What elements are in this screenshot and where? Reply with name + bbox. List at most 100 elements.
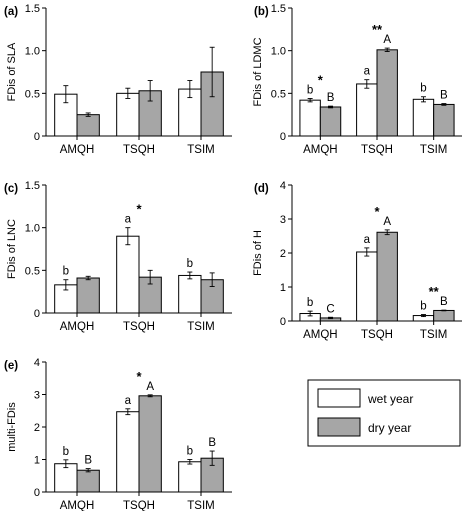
legend-swatch-wet <box>317 388 361 408</box>
panel-e: (e) 0 1 2 3 4 multi-FDis AMQH TSQH TSIM b Ba A * b B <box>4 357 232 511</box>
bar <box>356 83 378 137</box>
legend-swatch-dry <box>317 417 361 437</box>
group-letter: B <box>84 455 92 467</box>
significance-star: ** <box>429 284 440 299</box>
x-tick-label: AMQH <box>303 144 338 156</box>
group-letter: B <box>208 437 216 449</box>
y-tick-label: 1.5 <box>271 3 286 15</box>
y-tick-label: 1 <box>34 455 40 467</box>
bar <box>412 98 435 137</box>
panel-letter: (e) <box>4 360 18 372</box>
significance-star: * <box>318 72 324 87</box>
y-tick-label: 1 <box>280 282 286 294</box>
y-tick-label: 4 <box>280 180 286 192</box>
y-tick-label: 1.5 <box>25 3 40 15</box>
group-letter: b <box>63 266 69 278</box>
y-axis-label: FDis of SLA <box>6 42 18 101</box>
bar <box>76 277 100 314</box>
group-letter: b <box>187 446 193 458</box>
group-letter: a <box>125 214 132 226</box>
bar <box>356 251 378 322</box>
legend-label-wet: wet year <box>367 392 413 406</box>
y-axis-label: FDis of LNC <box>6 219 18 279</box>
y-tick-label: 0 <box>280 316 286 328</box>
y-tick-label: 3 <box>34 390 40 402</box>
bar <box>433 309 455 322</box>
group-letter: a <box>364 66 371 78</box>
x-tick-label: AMQH <box>60 321 95 333</box>
panel-letter: (b) <box>254 6 269 18</box>
x-tick-label: AMQH <box>303 329 338 341</box>
x-tick-label: TSQH <box>123 144 155 156</box>
y-tick-label: 4 <box>34 357 40 369</box>
y-tick-label: 1.5 <box>25 180 40 192</box>
group-letter: A <box>146 381 154 393</box>
significance-star: * <box>136 369 142 384</box>
group-letter: b <box>187 258 193 270</box>
x-tick-label: AMQH <box>60 500 95 511</box>
x-tick-label: TSQH <box>123 321 155 333</box>
panel-d: (d) 0 1 2 3 4 FDis of H AMQH TSQH TSIM b CaA* b B** <box>252 180 462 341</box>
bar <box>178 461 202 493</box>
panel-letter: (d) <box>254 183 269 195</box>
y-axis-label: FDis of LDMC <box>252 37 264 106</box>
group-letter: b <box>307 84 313 96</box>
bar <box>116 235 140 314</box>
y-tick-label: 2 <box>280 248 286 260</box>
y-tick-label: 0 <box>280 131 286 143</box>
bar <box>376 231 398 322</box>
x-tick-label: AMQH <box>60 144 95 156</box>
bar <box>376 49 398 137</box>
x-tick-label: TSIM <box>187 500 214 511</box>
y-tick-label: 0.5 <box>271 88 286 100</box>
y-tick-label: 2 <box>34 422 40 434</box>
group-letter: B <box>440 90 448 102</box>
significance-star: * <box>136 202 142 217</box>
y-tick-label: 0 <box>34 131 40 143</box>
y-tick-label: 1.0 <box>271 46 286 58</box>
y-tick-label: 1.0 <box>25 46 40 58</box>
legend-label-dry: dry year <box>368 421 411 435</box>
bar <box>178 274 202 314</box>
group-letter: A <box>383 34 391 46</box>
group-letter: a <box>364 234 371 246</box>
group-letter: B <box>440 296 448 308</box>
panel-a: (a) 0 0.5 1.0 1.5 FDis of SLA AMQH TSQH TSIM <box>4 3 232 156</box>
bar <box>116 411 140 493</box>
bar <box>433 103 455 137</box>
x-tick-label: TSQH <box>361 329 393 341</box>
group-letter: C <box>326 303 334 315</box>
panel-letter: (c) <box>4 183 18 195</box>
y-axis-label: FDis of H <box>252 230 264 276</box>
significance-star: * <box>374 204 380 219</box>
bar <box>138 395 162 493</box>
y-tick-label: 0.5 <box>25 88 40 100</box>
y-axis-label: multi-FDis <box>6 402 18 452</box>
legend: wet year dry year <box>307 379 461 447</box>
group-letter: b <box>420 301 426 313</box>
panel-c: (c) 0 0.5 1.0 1.5 FDis of LNC AMQH TSQH TSIM b a * b <box>4 180 232 333</box>
group-letter: B <box>327 92 335 104</box>
significance-star: ** <box>372 22 383 37</box>
x-tick-label: TSQH <box>361 144 393 156</box>
x-tick-label: TSIM <box>420 329 447 341</box>
x-tick-label: TSIM <box>420 144 447 156</box>
y-tick-label: 1.0 <box>25 223 40 235</box>
x-tick-label: TSQH <box>123 500 155 511</box>
x-tick-label: TSIM <box>187 144 214 156</box>
charts-container: (a) 0 0.5 1.0 1.5 FDis of SLA AMQH TSQH TSIM (b) 0… <box>4 3 462 511</box>
panel-letter: (a) <box>4 6 18 18</box>
y-tick-label: 3 <box>280 214 286 226</box>
group-letter: A <box>383 216 391 228</box>
group-letter: b <box>63 446 69 458</box>
y-tick-label: 0.5 <box>25 265 40 277</box>
group-letter: b <box>420 83 426 95</box>
bar <box>299 99 321 137</box>
group-letter: b <box>307 297 313 309</box>
bar <box>76 114 100 137</box>
y-tick-label: 0 <box>34 308 40 320</box>
x-tick-label: TSIM <box>187 321 214 333</box>
bar <box>76 469 100 493</box>
